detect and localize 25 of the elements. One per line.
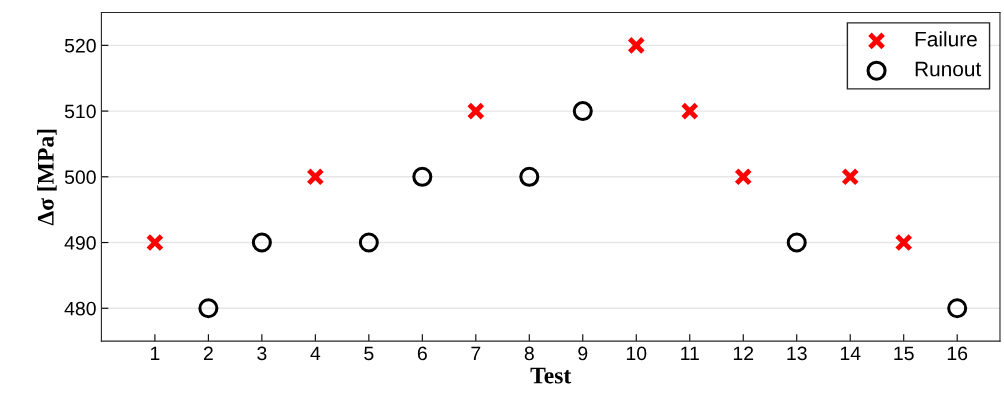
x-tick-label: 10 bbox=[626, 346, 647, 361]
x-tick-label: 16 bbox=[947, 346, 968, 361]
x-tick-label: 6 bbox=[417, 346, 427, 361]
x-tick-label: 13 bbox=[787, 346, 807, 361]
x-tick-label: 5 bbox=[364, 346, 374, 361]
x-tick-label: 8 bbox=[524, 346, 534, 361]
legend-label: Failure bbox=[915, 31, 977, 47]
y-tick-label: 520 bbox=[64, 38, 96, 53]
legend-label: Runout bbox=[915, 61, 982, 77]
y-axis-title: Δσ [MPa] bbox=[37, 129, 57, 226]
y-tick-label: 480 bbox=[64, 301, 96, 316]
x-tick-label: 9 bbox=[578, 346, 588, 361]
x-tick-label: 4 bbox=[310, 346, 321, 361]
y-tick-label: 510 bbox=[64, 104, 96, 119]
x-tick-label: 1 bbox=[150, 346, 160, 361]
x-tick-label: 11 bbox=[681, 346, 699, 361]
x-axis-title: Test bbox=[530, 367, 572, 384]
x-tick-label: 2 bbox=[203, 346, 213, 361]
y-tick-label: 500 bbox=[64, 170, 96, 185]
y-tick-label: 490 bbox=[64, 236, 96, 250]
x-tick-label: 12 bbox=[733, 346, 754, 361]
x-tick-label: 3 bbox=[257, 346, 267, 361]
x-tick-label: 7 bbox=[471, 346, 481, 361]
x-tick-label: 15 bbox=[894, 346, 914, 361]
x-tick-label: 14 bbox=[840, 346, 861, 361]
